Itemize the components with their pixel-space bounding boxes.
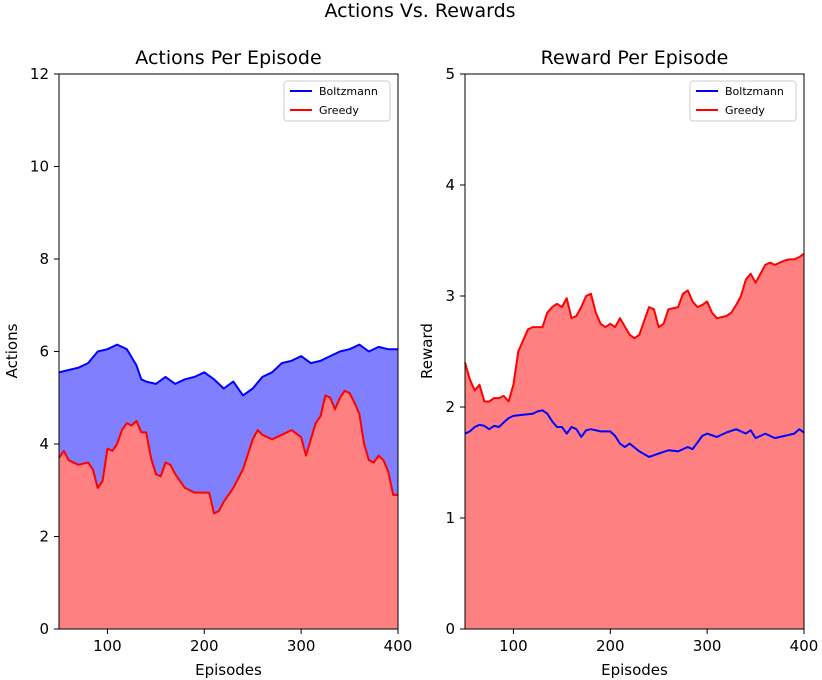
actions-chart: Actions Per Episode Episodes Actions 100… xyxy=(3,47,412,679)
reward-ytick-label: 3 xyxy=(445,287,455,305)
reward-chart: Reward Per Episode Episodes Reward 100 20… xyxy=(418,47,818,679)
reward-xtick-label: 400 xyxy=(790,637,819,655)
reward-chart-xlabel: Episodes xyxy=(601,661,668,679)
reward-plot-frame xyxy=(464,73,805,630)
actions-legend-boltzmann-label: Boltzmann xyxy=(319,85,378,98)
actions-chart-xlabel: Episodes xyxy=(195,661,262,679)
actions-greedy-area xyxy=(59,390,398,629)
actions-xtick-label: 400 xyxy=(384,637,413,655)
actions-ytick-label: 4 xyxy=(39,435,49,453)
reward-ytick-label: 5 xyxy=(445,65,455,83)
reward-boltzmann-line xyxy=(464,409,805,458)
actions-ytick-label: 0 xyxy=(39,620,49,638)
actions-ytick-label: 2 xyxy=(39,528,49,546)
reward-legend-greedy-label: Greedy xyxy=(725,104,765,117)
figure-title: Actions Vs. Rewards xyxy=(324,0,515,22)
actions-xtick-label: 200 xyxy=(190,637,219,655)
reward-xtick-label: 100 xyxy=(499,637,528,655)
reward-chart-ylabel: Reward xyxy=(418,323,436,379)
actions-ytick-label: 12 xyxy=(30,65,49,83)
actions-legend: Boltzmann Greedy xyxy=(283,80,391,122)
reward-ytick-label: 0 xyxy=(445,620,455,638)
reward-chart-title: Reward Per Episode xyxy=(541,47,729,69)
reward-xtick-label: 200 xyxy=(596,637,625,655)
reward-legend: Boltzmann Greedy xyxy=(689,80,797,122)
actions-legend-greedy-label: Greedy xyxy=(319,104,359,117)
actions-greedy-line xyxy=(58,389,398,515)
reward-greedy-line xyxy=(464,252,805,403)
reward-xtick-label: 300 xyxy=(693,637,722,655)
reward-ytick-label: 1 xyxy=(445,509,455,527)
actions-xtick-label: 300 xyxy=(287,637,316,655)
actions-ytick-label: 8 xyxy=(39,250,49,268)
reward-legend-boltzmann-label: Boltzmann xyxy=(725,85,784,98)
actions-chart-ylabel: Actions xyxy=(3,323,21,378)
actions-xtick-label: 100 xyxy=(93,637,122,655)
actions-boltzmann-line xyxy=(58,343,398,397)
reward-ytick-label: 4 xyxy=(445,176,455,194)
actions-ytick-label: 10 xyxy=(30,158,49,176)
actions-chart-title: Actions Per Episode xyxy=(135,47,321,69)
reward-greedy-area xyxy=(465,253,804,630)
reward-ytick-label: 2 xyxy=(445,398,455,416)
actions-ytick-label: 6 xyxy=(39,343,49,361)
